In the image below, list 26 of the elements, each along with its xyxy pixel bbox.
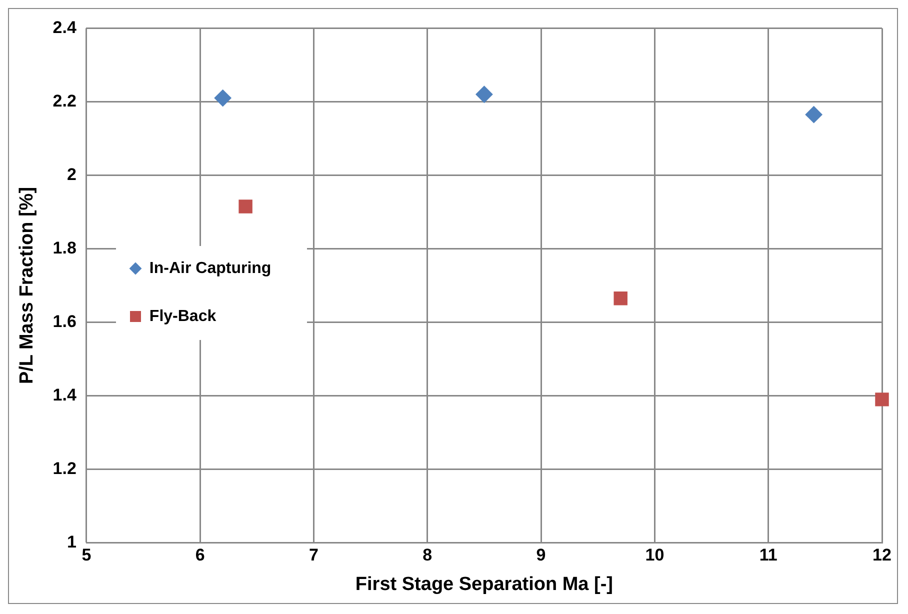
legend-label: In-Air Capturing xyxy=(149,260,272,278)
y-tick-label: 2.4 xyxy=(52,18,77,37)
y-tick-label: 1.4 xyxy=(52,385,77,404)
point xyxy=(805,106,822,124)
y-axis-title: P/L Mass Fraction [%] xyxy=(16,186,38,384)
x-tick-label: 7 xyxy=(309,546,318,565)
x-tick-label: 8 xyxy=(422,546,432,565)
point xyxy=(875,392,889,406)
x-tick-label: 9 xyxy=(536,546,546,565)
x-axis-title: First Stage Separation Ma [-] xyxy=(355,574,614,595)
x-tick-label: 11 xyxy=(759,546,778,565)
x-tick-label: 5 xyxy=(82,546,92,565)
y-tick-label: 1.6 xyxy=(52,312,76,331)
y-tick-label: 1 xyxy=(66,532,76,552)
x-tick-label: 10 xyxy=(645,546,664,565)
legend-label: Fly-Back xyxy=(149,308,216,326)
point xyxy=(614,292,628,306)
x-tick-label: 6 xyxy=(195,546,205,565)
point xyxy=(214,90,232,107)
y-tick-label: 2.2 xyxy=(52,91,76,110)
point xyxy=(476,86,493,103)
y-tick-label: 1.8 xyxy=(52,238,76,258)
point xyxy=(238,200,252,214)
y-tick-label: 2 xyxy=(66,164,76,184)
x-tick-label: 12 xyxy=(872,546,892,565)
y-tick-label: 1.2 xyxy=(52,458,76,478)
